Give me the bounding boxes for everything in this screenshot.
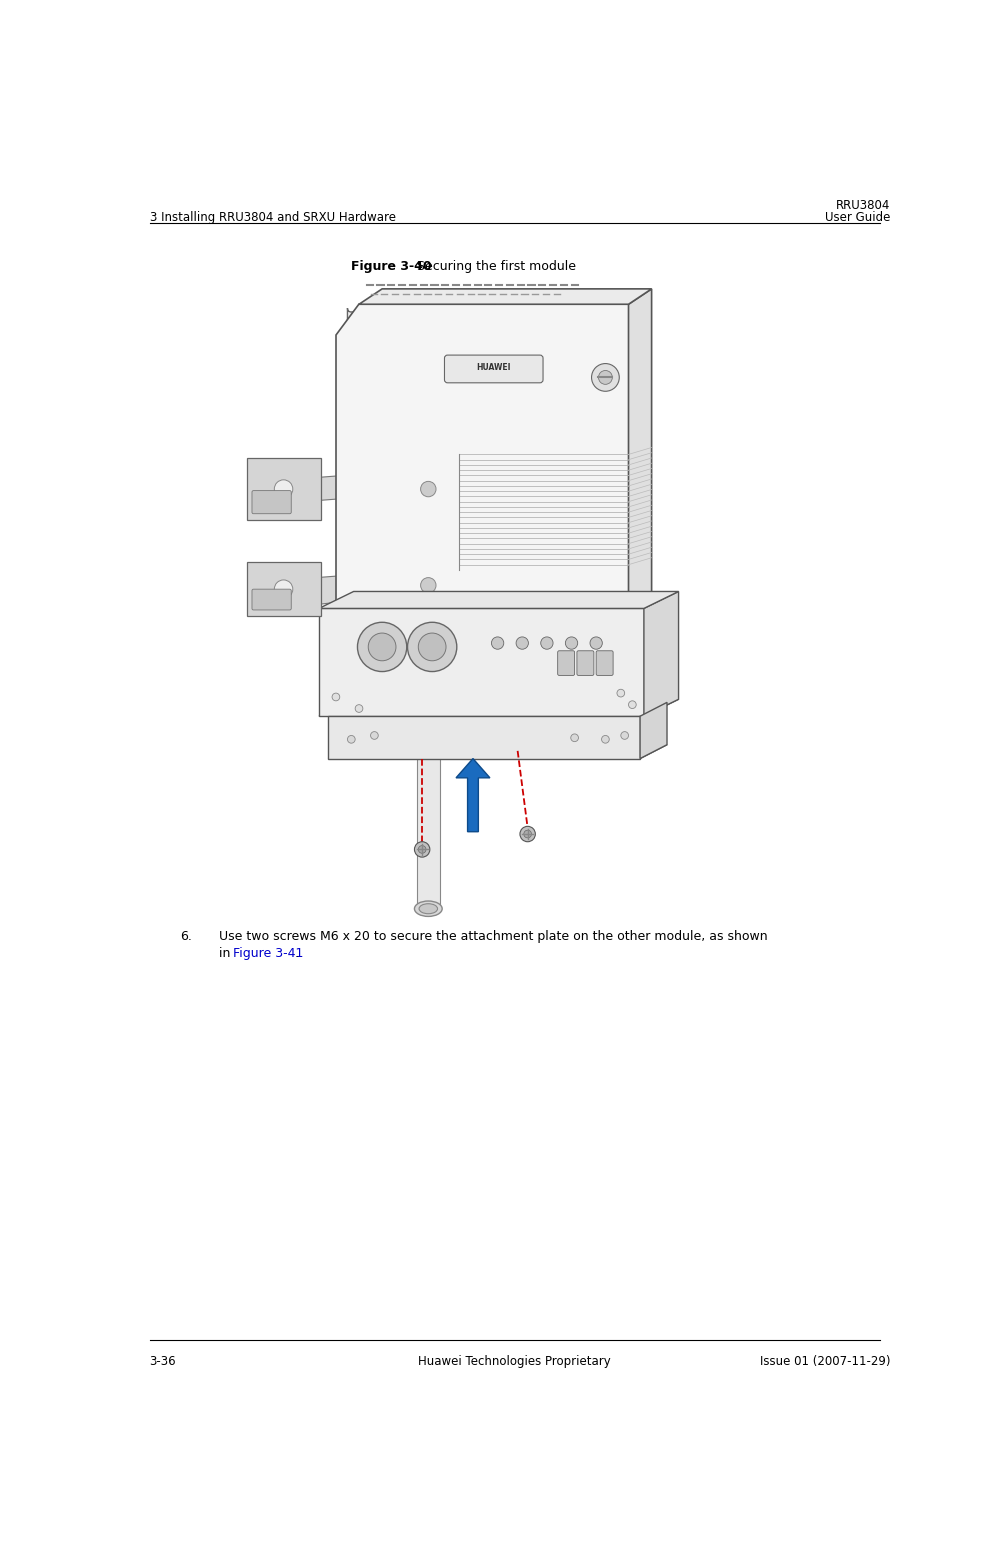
Text: 3-36: 3-36 — [149, 1356, 176, 1368]
Circle shape — [420, 481, 435, 496]
Polygon shape — [247, 562, 320, 616]
Polygon shape — [628, 288, 651, 616]
Polygon shape — [328, 744, 666, 758]
Polygon shape — [416, 300, 439, 909]
Polygon shape — [640, 703, 666, 758]
Polygon shape — [319, 592, 678, 609]
Polygon shape — [319, 609, 643, 717]
Circle shape — [490, 636, 504, 649]
Text: 3 Installing RRU3804 and SRXU Hardware: 3 Installing RRU3804 and SRXU Hardware — [149, 211, 395, 223]
Text: Issue 01 (2007-11-29): Issue 01 (2007-11-29) — [759, 1356, 890, 1368]
Circle shape — [357, 623, 406, 672]
FancyBboxPatch shape — [252, 589, 291, 610]
Text: RRU3804: RRU3804 — [835, 199, 890, 211]
Polygon shape — [643, 592, 678, 717]
Polygon shape — [316, 470, 416, 501]
Text: HUAWEI: HUAWEI — [476, 364, 511, 371]
Polygon shape — [336, 304, 628, 616]
Circle shape — [520, 826, 535, 841]
Circle shape — [414, 841, 429, 857]
Text: 6.: 6. — [181, 931, 192, 943]
Polygon shape — [359, 288, 651, 304]
Circle shape — [418, 633, 445, 661]
Circle shape — [407, 623, 456, 672]
Circle shape — [598, 370, 612, 384]
Polygon shape — [328, 717, 640, 758]
FancyArrow shape — [455, 758, 489, 832]
FancyBboxPatch shape — [577, 650, 593, 675]
Circle shape — [368, 633, 395, 661]
Circle shape — [570, 734, 578, 741]
FancyBboxPatch shape — [252, 490, 291, 513]
Text: Huawei Technologies Proprietary: Huawei Technologies Proprietary — [418, 1356, 610, 1368]
Text: User Guide: User Guide — [824, 211, 890, 223]
Circle shape — [274, 579, 293, 598]
Circle shape — [355, 704, 362, 712]
Text: Figure 3-41: Figure 3-41 — [234, 948, 304, 960]
Ellipse shape — [414, 901, 441, 917]
Circle shape — [370, 732, 378, 740]
Circle shape — [418, 846, 425, 854]
FancyBboxPatch shape — [347, 308, 640, 333]
Circle shape — [590, 636, 602, 649]
Text: Figure 3-40: Figure 3-40 — [351, 260, 431, 273]
FancyBboxPatch shape — [557, 650, 574, 675]
Circle shape — [591, 364, 619, 391]
Polygon shape — [247, 458, 320, 519]
FancyBboxPatch shape — [444, 354, 543, 382]
Circle shape — [274, 479, 293, 498]
Ellipse shape — [418, 903, 437, 914]
Circle shape — [347, 735, 355, 743]
Circle shape — [565, 636, 577, 649]
FancyBboxPatch shape — [596, 650, 613, 675]
Polygon shape — [319, 700, 678, 717]
Text: Use two screws M6 x 20 to secure the attachment plate on the other module, as sh: Use two screws M6 x 20 to secure the att… — [219, 931, 766, 943]
Circle shape — [516, 636, 528, 649]
Polygon shape — [316, 570, 416, 604]
Circle shape — [332, 693, 339, 701]
Circle shape — [541, 636, 553, 649]
Circle shape — [601, 735, 609, 743]
Text: Securing the first module: Securing the first module — [412, 260, 576, 273]
Circle shape — [617, 689, 624, 697]
Circle shape — [420, 578, 435, 593]
Circle shape — [620, 732, 628, 740]
Text: .: . — [294, 948, 298, 960]
Circle shape — [524, 831, 531, 838]
Circle shape — [628, 701, 636, 709]
Text: in: in — [219, 948, 234, 960]
